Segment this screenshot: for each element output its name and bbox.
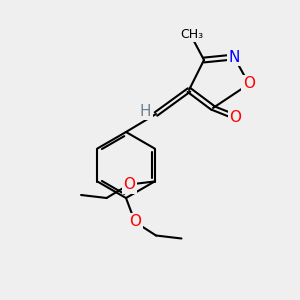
Text: O: O xyxy=(129,214,141,230)
Text: H: H xyxy=(140,103,151,118)
Text: CH₃: CH₃ xyxy=(180,28,204,41)
Text: N: N xyxy=(228,50,240,64)
Text: O: O xyxy=(123,177,135,192)
Text: O: O xyxy=(230,110,242,124)
Text: O: O xyxy=(243,76,255,92)
